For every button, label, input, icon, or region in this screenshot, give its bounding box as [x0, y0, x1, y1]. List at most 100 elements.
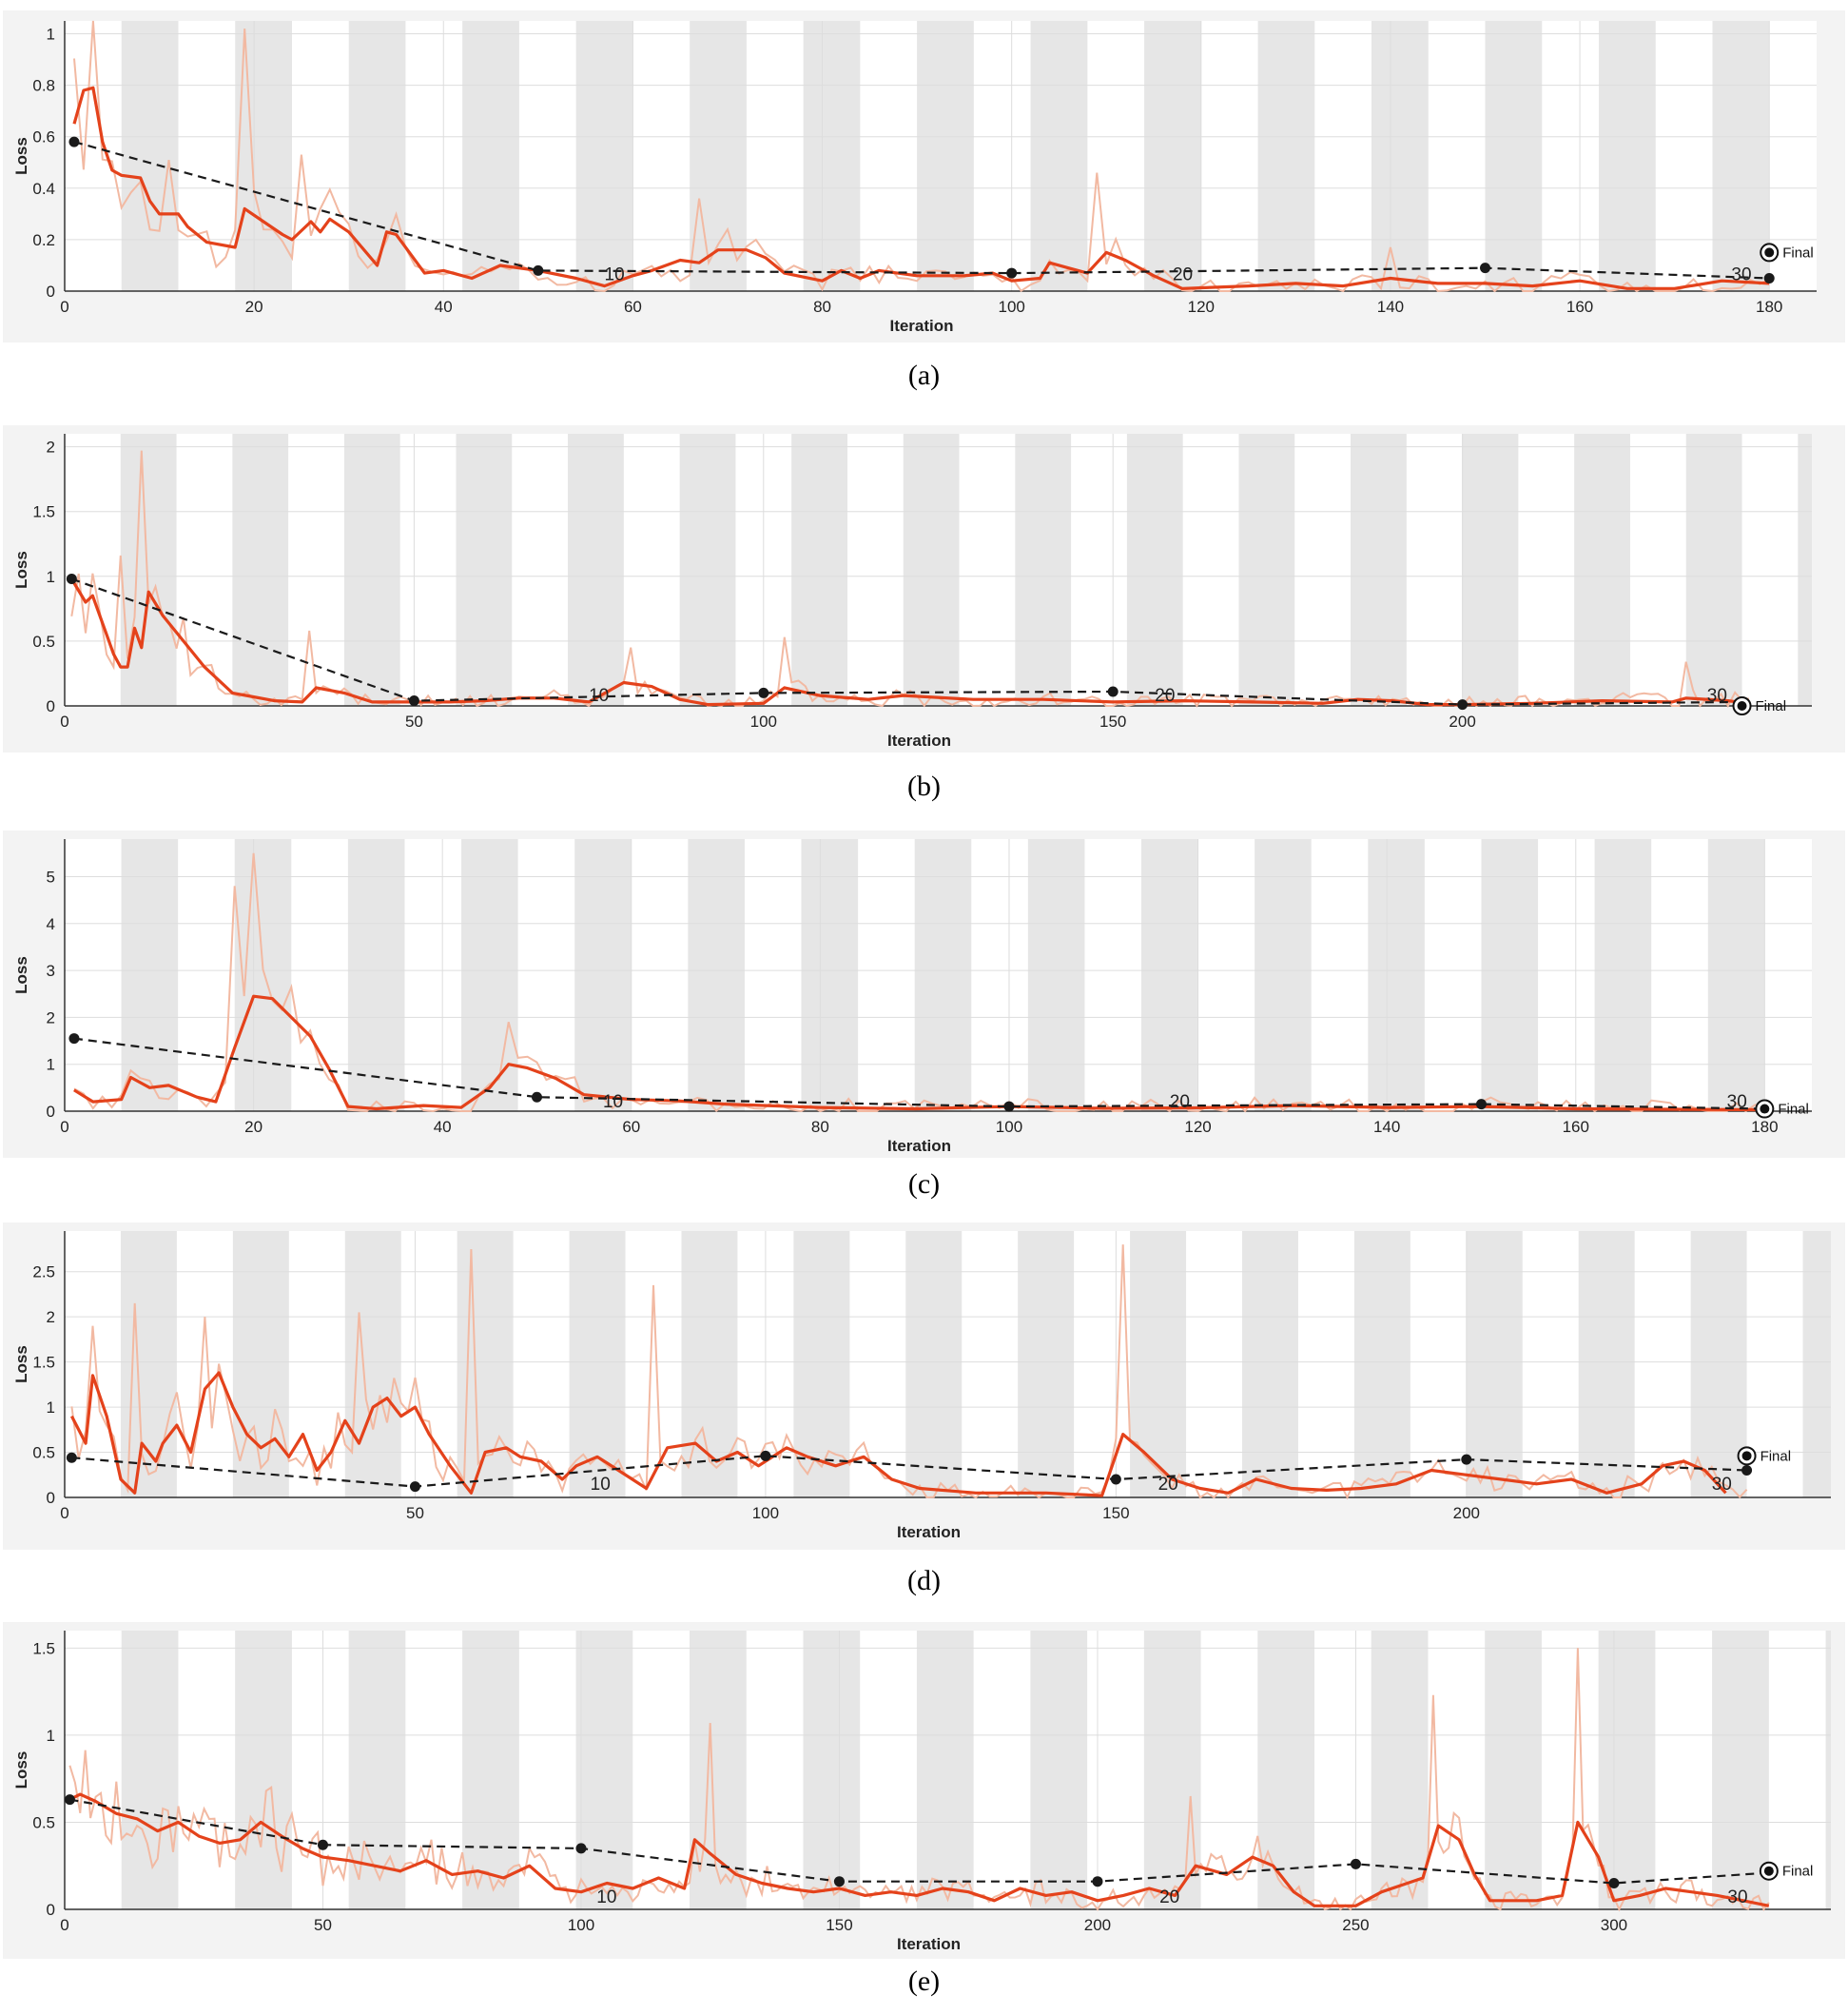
epoch-stripe: [801, 839, 859, 1111]
epoch-stripe: [914, 839, 972, 1111]
epoch-stripe: [803, 1631, 861, 1909]
y-tick-label: 0.4: [32, 180, 55, 198]
epoch-stripe: [1144, 21, 1201, 291]
chart-panel-c: 10 20 30 Final 0 1 2 3 4 5 0 20 40 60 80 100 120 140 160 18…: [0, 828, 1848, 1161]
epoch-label: 20: [1158, 1475, 1178, 1495]
y-tick-label: 0.5: [32, 1444, 55, 1462]
x-tick-label: 50: [314, 1916, 332, 1934]
validation-point: [1006, 267, 1018, 279]
x-tick-label: 100: [568, 1916, 594, 1934]
chart-panel-d: 10 20 30 Final 0 0.5 1 1.5 2 2.5 0 50 100 150 200 Itera…: [0, 1220, 1848, 1553]
epoch-stripe: [1371, 21, 1429, 291]
x-tick-label: 100: [752, 1504, 779, 1522]
epoch-stripe: [1802, 1231, 1831, 1497]
x-tick-label: 0: [60, 1118, 68, 1136]
epoch-stripe: [461, 839, 518, 1111]
epoch-stripe: [1140, 839, 1198, 1111]
validation-loss-line: [73, 1037, 1765, 1110]
x-tick-label: 300: [1601, 1916, 1627, 1934]
y-tick-label: 3: [47, 962, 55, 980]
loss-chart-d: 10 20 30 Final 0 0.5 1 1.5 2 2.5 0 50 100 150 200 Itera…: [3, 1222, 1845, 1550]
epoch-stripe: [916, 1631, 974, 1909]
x-tick-label: 140: [1373, 1118, 1400, 1136]
smoothed-loss-line: [69, 1371, 1727, 1497]
epoch-label: 30: [1727, 1092, 1747, 1112]
y-tick-label: 1: [47, 568, 55, 586]
validation-point: [1457, 699, 1469, 711]
loss-chart-e: 10 20 30 Final 0 0.5 1 1.5 0 50 100 150 200 250 300 Ite…: [3, 1622, 1845, 1959]
epoch-label: 10: [596, 1887, 616, 1907]
validation-point: [66, 574, 77, 585]
smoothed-loss-line: [72, 86, 1770, 290]
epoch-label: 10: [605, 264, 625, 284]
y-tick-label: 1.5: [32, 503, 55, 521]
y-tick-label: 0.5: [32, 1813, 55, 1831]
x-tick-label: 150: [1099, 713, 1126, 731]
validation-point: [1480, 263, 1491, 274]
final-label: Final: [1756, 698, 1787, 714]
epoch-stripe: [235, 21, 292, 291]
epoch-label: 20: [1170, 1092, 1190, 1112]
validation-point: [760, 1450, 771, 1461]
epoch-stripe: [1485, 21, 1543, 291]
y-tick-label: 0: [47, 1901, 55, 1919]
x-axis-label: Iteration: [887, 1137, 951, 1155]
y-tick-label: 2: [47, 1008, 55, 1027]
validation-point: [833, 1876, 845, 1887]
epoch-stripe: [1798, 434, 1812, 706]
y-tick-label: 0.2: [32, 231, 55, 249]
y-tick-label: 0.8: [32, 77, 55, 95]
epoch-stripe: [1126, 434, 1183, 706]
x-tick-label: 80: [813, 298, 831, 316]
x-tick-label: 180: [1751, 1118, 1778, 1136]
epoch-stripe: [575, 21, 633, 291]
validation-point: [533, 264, 544, 276]
caption-a: (a): [907, 360, 941, 391]
y-tick-label: 0.6: [32, 128, 55, 147]
caption-c: (c): [907, 1168, 941, 1200]
final-marker-dot: [1763, 1866, 1774, 1876]
validation-point: [758, 687, 769, 698]
validation-point: [575, 1843, 587, 1854]
x-tick-label: 100: [750, 713, 777, 731]
x-tick-label: 80: [811, 1118, 829, 1136]
x-tick-label: 20: [244, 1118, 263, 1136]
x-tick-label: 20: [245, 298, 263, 316]
epoch-stripe: [1598, 21, 1656, 291]
x-tick-label: 60: [622, 1118, 640, 1136]
final-marker-dot: [1764, 247, 1775, 258]
epoch-stripe: [121, 1631, 179, 1909]
x-tick-label: 150: [1102, 1504, 1129, 1522]
x-tick-label: 200: [1453, 1504, 1480, 1522]
validation-point: [1475, 1099, 1487, 1110]
validation-point: [1461, 1454, 1472, 1465]
epoch-stripe: [121, 839, 179, 1111]
x-tick-label: 250: [1342, 1916, 1369, 1934]
x-tick-label: 160: [1563, 1118, 1589, 1136]
epoch-stripe: [681, 1231, 738, 1497]
epoch-stripe: [1353, 1231, 1410, 1497]
y-tick-label: 1: [47, 26, 55, 44]
y-tick-label: 1: [47, 1398, 55, 1417]
validation-point: [1763, 272, 1775, 284]
x-tick-label: 40: [434, 1118, 452, 1136]
y-tick-label: 0: [47, 697, 55, 715]
validation-point: [409, 1481, 420, 1493]
epoch-label: 30: [1712, 1475, 1732, 1495]
epoch-stripe: [1690, 1231, 1747, 1497]
x-tick-label: 200: [1084, 1916, 1111, 1934]
epoch-label: 20: [1159, 1887, 1179, 1907]
x-tick-label: 180: [1756, 298, 1782, 316]
x-axis-label: Iteration: [889, 317, 953, 335]
epoch-stripe: [1257, 21, 1315, 291]
x-tick-label: 120: [1188, 298, 1215, 316]
validation-point: [408, 695, 419, 707]
epoch-stripe: [803, 21, 861, 291]
epoch-stripe: [1712, 1631, 1769, 1909]
epoch-stripe: [1485, 1631, 1542, 1909]
epoch-stripe: [1238, 434, 1295, 706]
epoch-stripe: [917, 21, 974, 291]
epoch-stripe: [1825, 1631, 1831, 1909]
epoch-stripe: [1255, 839, 1312, 1111]
